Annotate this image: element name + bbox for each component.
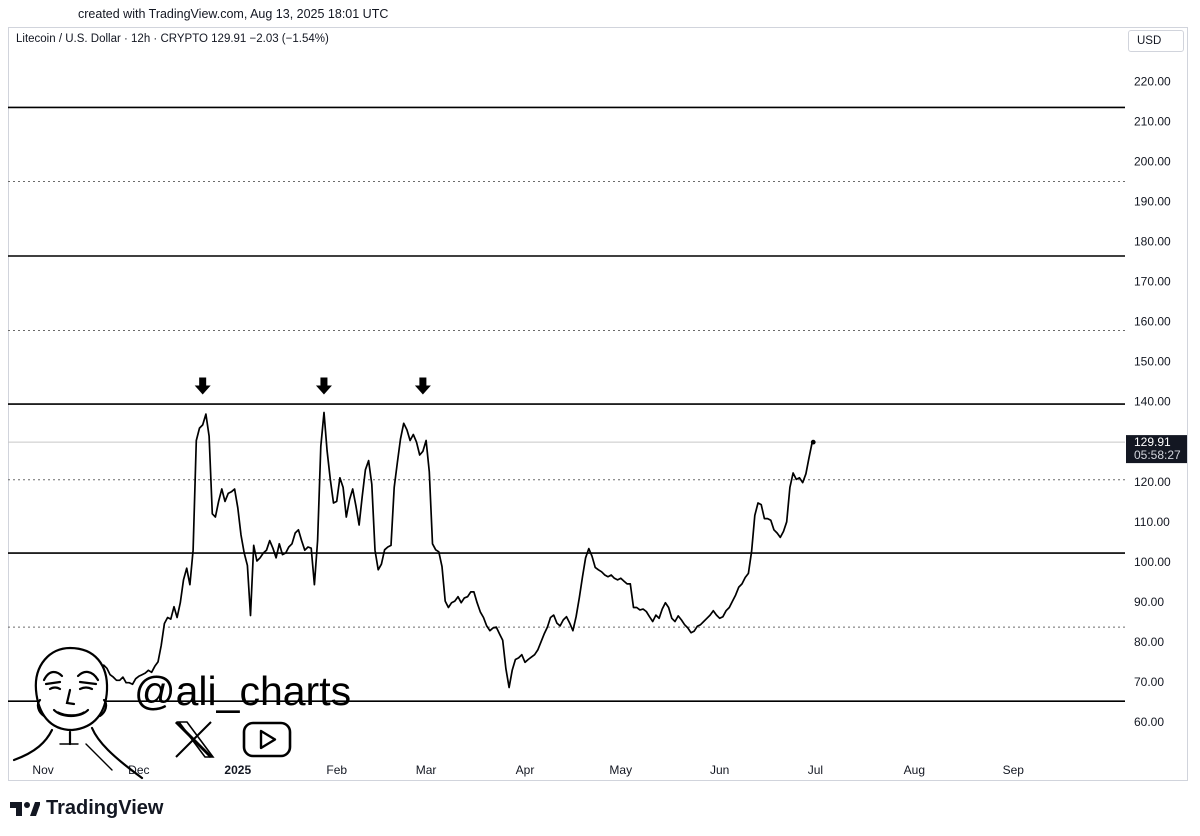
y-tick-label: 220.00 xyxy=(1134,74,1171,88)
price-badge-countdown: 05:58:27 xyxy=(1134,448,1181,462)
last-price-dot xyxy=(810,439,816,445)
x-tick-label: Aug xyxy=(904,763,925,777)
symbol-legend: Litecoin / U.S. Dollar · 12h · CRYPTO 12… xyxy=(16,33,329,45)
y-tick-label: 160.00 xyxy=(1134,315,1171,329)
y-tick-label: 140.00 xyxy=(1134,395,1171,409)
created-with-label: created with TradingView.com, Aug 13, 20… xyxy=(78,7,389,21)
price-series-line[interactable] xyxy=(96,411,814,689)
y-tick-label: 90.00 xyxy=(1134,595,1164,609)
currency-button[interactable]: USD xyxy=(1128,30,1184,52)
y-tick-label: 80.00 xyxy=(1134,635,1164,649)
y-tick-label: 200.00 xyxy=(1134,155,1171,169)
x-tick-label: Nov xyxy=(32,763,53,777)
y-tick-label: 110.00 xyxy=(1134,515,1170,529)
y-tick-label: 70.00 xyxy=(1134,675,1164,689)
x-tick-label: Jun xyxy=(710,763,729,777)
tradingview-logo[interactable]: TradingView xyxy=(10,797,163,820)
down-arrow-icon-1 xyxy=(315,377,332,395)
watermark-handle: @ali_charts xyxy=(134,668,352,714)
y-tick-label: 100.00 xyxy=(1134,555,1171,569)
tradingview-mark-icon xyxy=(10,801,40,816)
x-tick-label: Mar xyxy=(416,763,437,777)
down-arrow-icon-0 xyxy=(194,377,211,395)
price-badge xyxy=(1126,435,1187,464)
y-tick-label: 60.00 xyxy=(1134,715,1164,729)
y-tick-label: 150.00 xyxy=(1134,355,1171,369)
x-tick-label: 2025 xyxy=(224,763,251,777)
x-tick-label: Feb xyxy=(326,763,347,777)
x-tick-label: May xyxy=(609,763,632,777)
x-tick-label: Dec xyxy=(128,763,149,777)
x-tick-label: Jul xyxy=(808,763,823,777)
y-tick-label: 180.00 xyxy=(1134,235,1171,249)
x-tick-label: Apr xyxy=(516,763,535,777)
y-tick-label: 190.00 xyxy=(1134,195,1171,209)
price-badge-value: 129.91 xyxy=(1134,435,1171,449)
tradingview-brand-text: TradingView xyxy=(46,797,164,819)
x-tick-label: Sep xyxy=(1003,763,1025,777)
y-tick-label: 170.00 xyxy=(1134,275,1171,289)
y-tick-label: 120.00 xyxy=(1134,475,1171,489)
y-tick-label: 210.00 xyxy=(1134,114,1171,128)
down-arrow-icon-2 xyxy=(414,377,431,395)
